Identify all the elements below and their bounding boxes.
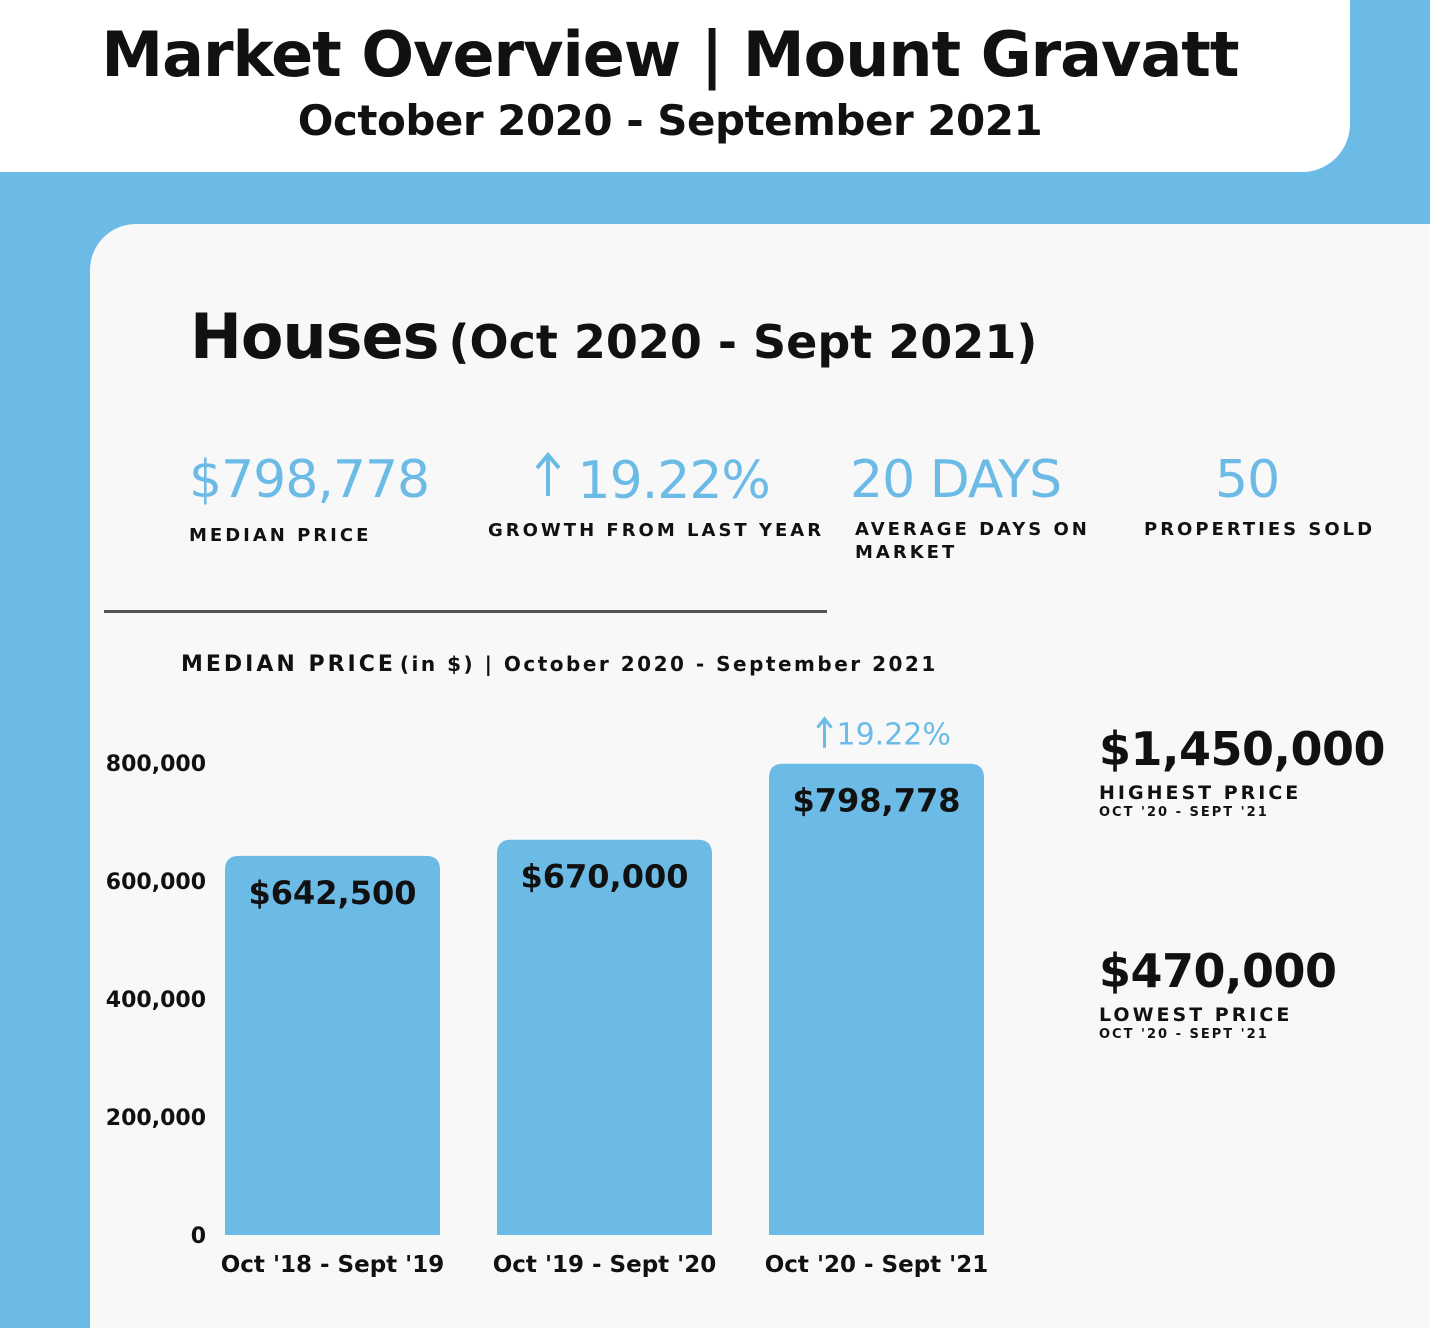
- highest-price-block: $1,450,000 HIGHEST PRICE OCT '20 - SEPT …: [1099, 722, 1386, 820]
- y-tick-label: 400,000: [106, 988, 206, 1013]
- stat-growth-value: 19.22%: [577, 451, 771, 511]
- lowest-price-block: $470,000 LOWEST PRICE OCT '20 - SEPT '21: [1099, 944, 1337, 1042]
- x-tick-label: Oct '19 - Sept '20: [493, 1252, 716, 1278]
- stat-sold-value: 50: [1215, 450, 1280, 510]
- highest-price-value: $1,450,000: [1099, 722, 1386, 776]
- divider: [104, 610, 827, 613]
- section-title-period: (Oct 2020 - Sept 2021): [448, 315, 1038, 369]
- section-title-main: Houses: [190, 300, 439, 373]
- y-tick-label: 800,000: [106, 752, 206, 777]
- x-tick-label: Oct '20 - Sept '21: [765, 1252, 988, 1278]
- stat-days-label-line2: MARKET: [855, 542, 958, 563]
- stat-days-label-line1: AVERAGE DAYS ON: [855, 519, 1090, 540]
- chart-title-rest: (in $) | October 2020 - September 2021: [399, 652, 938, 676]
- stat-days-value: 20 DAYS: [850, 450, 1062, 510]
- bar: [497, 839, 712, 1235]
- chart-title: MEDIAN PRICE (in $) | October 2020 - Sept…: [181, 652, 938, 677]
- stat-growth: 19.22% GROWTH FROM LAST YEAR: [488, 450, 824, 542]
- y-tick-label: 200,000: [106, 1106, 206, 1131]
- bar-value-label: $642,500: [248, 874, 416, 912]
- y-tick-label: 0: [191, 1224, 206, 1249]
- bar: [225, 855, 440, 1235]
- bar: [769, 763, 984, 1235]
- page-subtitle: October 2020 - September 2021: [297, 96, 1043, 145]
- chart-title-main: MEDIAN PRICE: [181, 652, 396, 677]
- median-price-bar-chart: 0 200,000 400,000 600,000 800,000 $642,500 Oct…: [106, 716, 988, 1278]
- arrow-up-icon: [535, 451, 561, 496]
- growth-annotation-label: 19.22%: [837, 718, 951, 753]
- stat-median-price: $798,778 MEDIAN PRICE: [189, 450, 430, 547]
- stat-median-price-value: $798,778: [189, 450, 430, 510]
- y-tick-label: 600,000: [106, 870, 206, 895]
- bar-value-label: $798,778: [792, 782, 960, 820]
- arrow-up-icon: [816, 716, 833, 748]
- stat-properties-sold: 50 PROPERTIES SOLD: [1144, 450, 1375, 541]
- stat-growth-label: GROWTH FROM LAST YEAR: [488, 520, 825, 541]
- lowest-price-period: OCT '20 - SEPT '21: [1099, 1027, 1269, 1042]
- stat-median-price-label: MEDIAN PRICE: [189, 525, 372, 546]
- highest-price-label: HIGHEST PRICE: [1099, 782, 1302, 804]
- stat-growth-value-row: 19.22%: [488, 450, 824, 511]
- header-banner: Market Overview | Mount Gravatt October …: [0, 0, 1350, 172]
- section-title: Houses (Oct 2020 - Sept 2021): [190, 300, 1037, 373]
- stat-sold-label: PROPERTIES SOLD: [1144, 519, 1376, 540]
- lowest-price-value: $470,000: [1099, 944, 1337, 998]
- bar-value-label: $670,000: [520, 858, 688, 896]
- x-tick-label: Oct '18 - Sept '19: [221, 1252, 444, 1278]
- lowest-price-label: LOWEST PRICE: [1099, 1004, 1293, 1026]
- highest-price-period: OCT '20 - SEPT '21: [1099, 805, 1269, 820]
- page-title: Market Overview | Mount Gravatt: [101, 18, 1239, 91]
- stat-days-on-market: 20 DAYS AVERAGE DAYS ON MARKET: [850, 450, 1090, 564]
